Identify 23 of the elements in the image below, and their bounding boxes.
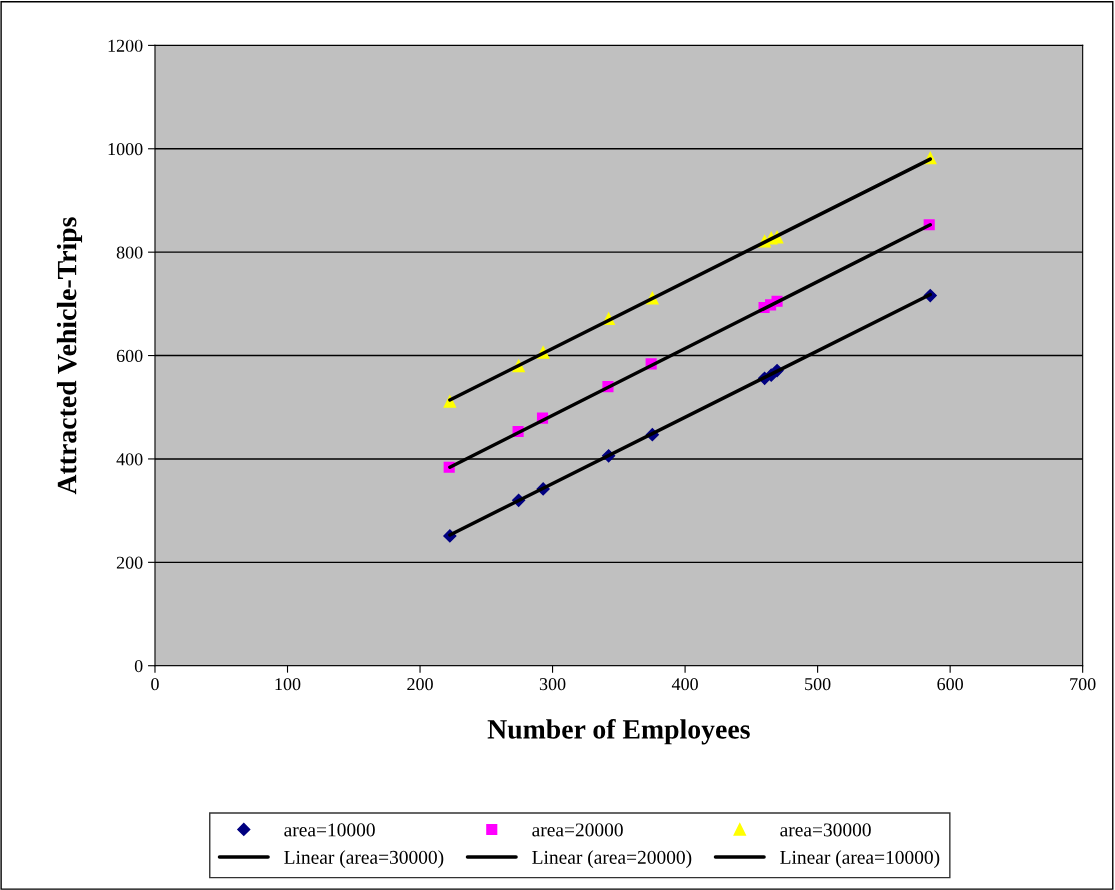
x-tick-label: 500 [805,678,831,691]
legend-label: area=20000 [532,823,623,837]
y-tick-label: 1200 [108,39,143,52]
legend-label: Linear (area=10000) [780,850,940,868]
legend-label: Linear (area=20000) [532,850,692,868]
y-tick-label: 1000 [108,143,143,156]
x-tick-label: 700 [1070,678,1096,691]
x-tick-label: 100 [275,678,301,691]
legend-label: area=30000 [780,823,871,837]
x-tick-label: 300 [539,678,566,691]
x-tick-label: 200 [407,678,433,691]
x-tick-label: 0 [151,678,159,691]
x-tick-label: 600 [937,678,963,691]
y-tick-label: 0 [134,659,143,673]
y-tick-label: 400 [116,453,143,466]
x-tick-label: 400 [671,678,698,691]
legend-label: area=10000 [284,823,375,837]
y-tick-label: 600 [116,349,143,362]
legend-label: Linear (area=30000) [284,850,444,868]
y-tick-label: 800 [116,246,143,259]
y-axis-title: Attracted Vehicle-Trips [56,217,83,495]
x-axis-title: Number of Employees [487,718,750,745]
y-tick-label: 200 [116,556,143,569]
